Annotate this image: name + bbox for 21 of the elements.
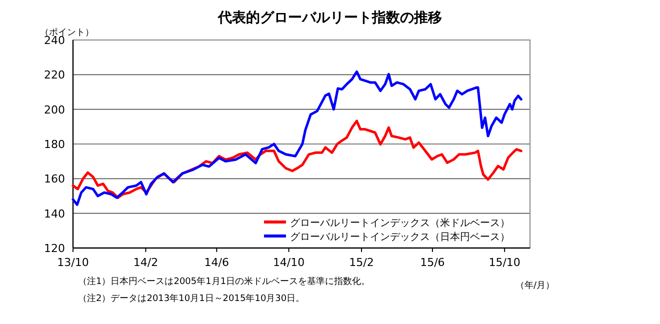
y-tick-label: 160	[44, 172, 65, 186]
y-tick-label: 120	[44, 242, 65, 255]
legend-label: グローバルリートインデックス（日本円ベース）	[290, 231, 510, 243]
y-tick-label: 240	[44, 34, 65, 47]
x-tick-label: 13/10	[57, 256, 89, 269]
x-tick-label: 15/6	[420, 256, 445, 269]
x-tick-label: 15/10	[488, 256, 520, 269]
x-tick-label: 14/6	[204, 256, 230, 269]
text: （注1）日本円ベースは2005年1月1日の米ドルベースを基準に指数化。	[78, 276, 370, 287]
x-tick-label: 14/2	[133, 256, 158, 269]
chart-title: 代表的グローバルリート指数の推移	[217, 10, 442, 26]
legend-label: グローバルリートインデックス（米ドルベース）	[290, 217, 510, 229]
y-tick-label: 140	[44, 207, 65, 220]
y-tick-label: 220	[44, 68, 65, 82]
y-tick-label: 200	[44, 103, 65, 116]
x-tick-label: 15/2	[349, 256, 374, 269]
text: （注2）データは2013年10月1日～2015年10月30日。	[78, 293, 305, 304]
x-axis-title: （年/月）	[515, 280, 555, 291]
x-tick-label: 14/10	[272, 256, 305, 269]
line-series	[72, 70, 522, 206]
y-tick-label: 180	[44, 138, 65, 151]
